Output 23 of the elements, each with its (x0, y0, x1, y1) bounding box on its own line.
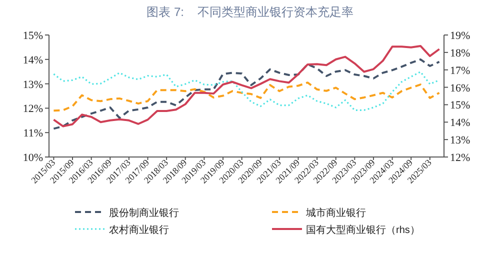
line-series (52, 44, 440, 128)
y2-tick-label: 14% (450, 117, 470, 130)
y2-tick-label: 17% (450, 64, 470, 77)
y-tick-label: 10% (22, 152, 43, 164)
y2-tick-label: 12% (450, 152, 470, 164)
legend-label: 城市商业银行 (305, 207, 366, 219)
legend-label: 国有大型商业银行（rhs） (306, 224, 420, 236)
legend-label: 股份制商业银行 (109, 207, 179, 219)
chart-title: 图表 7: 不同类型商业银行资本充足率 (146, 5, 354, 19)
line-series (52, 71, 440, 111)
y2-tick-label: 19% (450, 30, 470, 42)
y-tick-label: 13% (22, 78, 43, 91)
y-tick-label: 15% (22, 30, 43, 42)
legend-label: 农村商业银行 (109, 224, 169, 236)
line-series (52, 58, 440, 130)
y-tick-label: 11% (23, 128, 43, 140)
line-series (52, 82, 440, 112)
y2-tick-label: 18% (450, 47, 470, 60)
y2-tick-label: 13% (450, 134, 470, 147)
y-tick-label: 12% (22, 103, 43, 116)
y2-tick-label: 16% (450, 82, 470, 94)
y-tick-label: 14% (22, 54, 43, 66)
y2-tick-label: 15% (450, 100, 470, 112)
